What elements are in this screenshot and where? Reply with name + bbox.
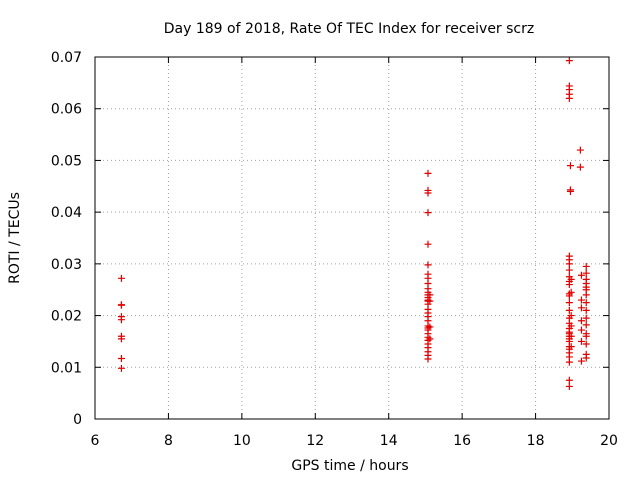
- data-point: [582, 332, 590, 340]
- plot-frame: [94, 56, 610, 420]
- data-point: [426, 323, 434, 331]
- y-tick-label: 0.05: [51, 153, 82, 169]
- x-tick-label: 18: [527, 433, 545, 449]
- data-point: [565, 292, 573, 300]
- data-point: [565, 57, 573, 65]
- y-tick-label: 0.03: [51, 257, 82, 273]
- data-point: [582, 354, 590, 362]
- data-point: [424, 355, 432, 363]
- data-point: [567, 332, 575, 340]
- data-point: [117, 301, 125, 309]
- data-point: [117, 316, 125, 324]
- data-point: [567, 312, 575, 320]
- x-tick-label: 12: [306, 433, 324, 449]
- data-point: [577, 326, 585, 334]
- data-point: [424, 169, 432, 177]
- data-point: [426, 297, 434, 305]
- y-tick-label: 0.04: [51, 205, 82, 221]
- data-point: [424, 240, 432, 248]
- data-point: [565, 376, 573, 384]
- data-point: [565, 299, 573, 307]
- x-tick-label: 16: [453, 433, 471, 449]
- y-tick-label: 0.01: [51, 360, 82, 376]
- data-point: [565, 306, 573, 314]
- data-point: [582, 306, 590, 314]
- data-point: [117, 354, 125, 362]
- data-point: [582, 269, 590, 277]
- data-point: [424, 261, 432, 269]
- data-point: [565, 260, 573, 268]
- data-point: [582, 299, 590, 307]
- data-point: [565, 281, 573, 289]
- data-point: [576, 163, 584, 171]
- data-point: [577, 317, 585, 325]
- data-points: [117, 57, 590, 390]
- data-point: [582, 262, 590, 270]
- data-point: [577, 337, 585, 345]
- data-point: [577, 304, 585, 312]
- data-point: [426, 291, 434, 299]
- data-point: [566, 187, 574, 195]
- x-tick-label: 14: [380, 433, 398, 449]
- data-point: [566, 162, 574, 170]
- data-point: [567, 288, 575, 296]
- data-point: [577, 271, 585, 279]
- y-axis-label: ROTI / TECUs: [7, 192, 23, 284]
- data-point: [565, 358, 573, 366]
- data-point: [117, 364, 125, 372]
- data-point: [565, 266, 573, 274]
- data-point: [582, 314, 590, 322]
- data-point: [582, 340, 590, 348]
- y-tick-label: 0.06: [51, 102, 82, 118]
- data-point: [567, 275, 575, 283]
- data-point: [424, 189, 432, 197]
- y-tick-label: 0: [73, 412, 82, 428]
- data-point: [582, 321, 590, 329]
- data-point: [577, 357, 585, 365]
- data-point: [117, 335, 125, 343]
- data-point: [565, 382, 573, 390]
- x-tick-label: 10: [233, 433, 251, 449]
- x-tick-label: 8: [164, 433, 173, 449]
- x-tick-label: 6: [91, 433, 100, 449]
- data-point: [567, 343, 575, 351]
- data-point: [567, 322, 575, 330]
- chart-title: Day 189 of 2018, Rate Of TEC Index for r…: [164, 21, 534, 37]
- axis-ticks: 6 8 10 12 14 16 18 20 0 0.01 0.02 0.03 0.04 0.05 0.06 0…: [51, 50, 618, 449]
- data-point: [117, 274, 125, 282]
- y-tick-label: 0.07: [51, 50, 82, 66]
- data-point: [577, 296, 585, 304]
- y-tick-label: 0.02: [51, 309, 82, 325]
- data-point: [424, 209, 432, 217]
- data-point: [582, 291, 590, 299]
- data-point: [576, 146, 584, 154]
- x-tick-label: 20: [600, 433, 618, 449]
- grid-lines: [95, 57, 609, 419]
- data-point: [426, 335, 434, 343]
- data-point: [565, 94, 573, 102]
- x-axis-label: GPS time / hours: [291, 458, 408, 474]
